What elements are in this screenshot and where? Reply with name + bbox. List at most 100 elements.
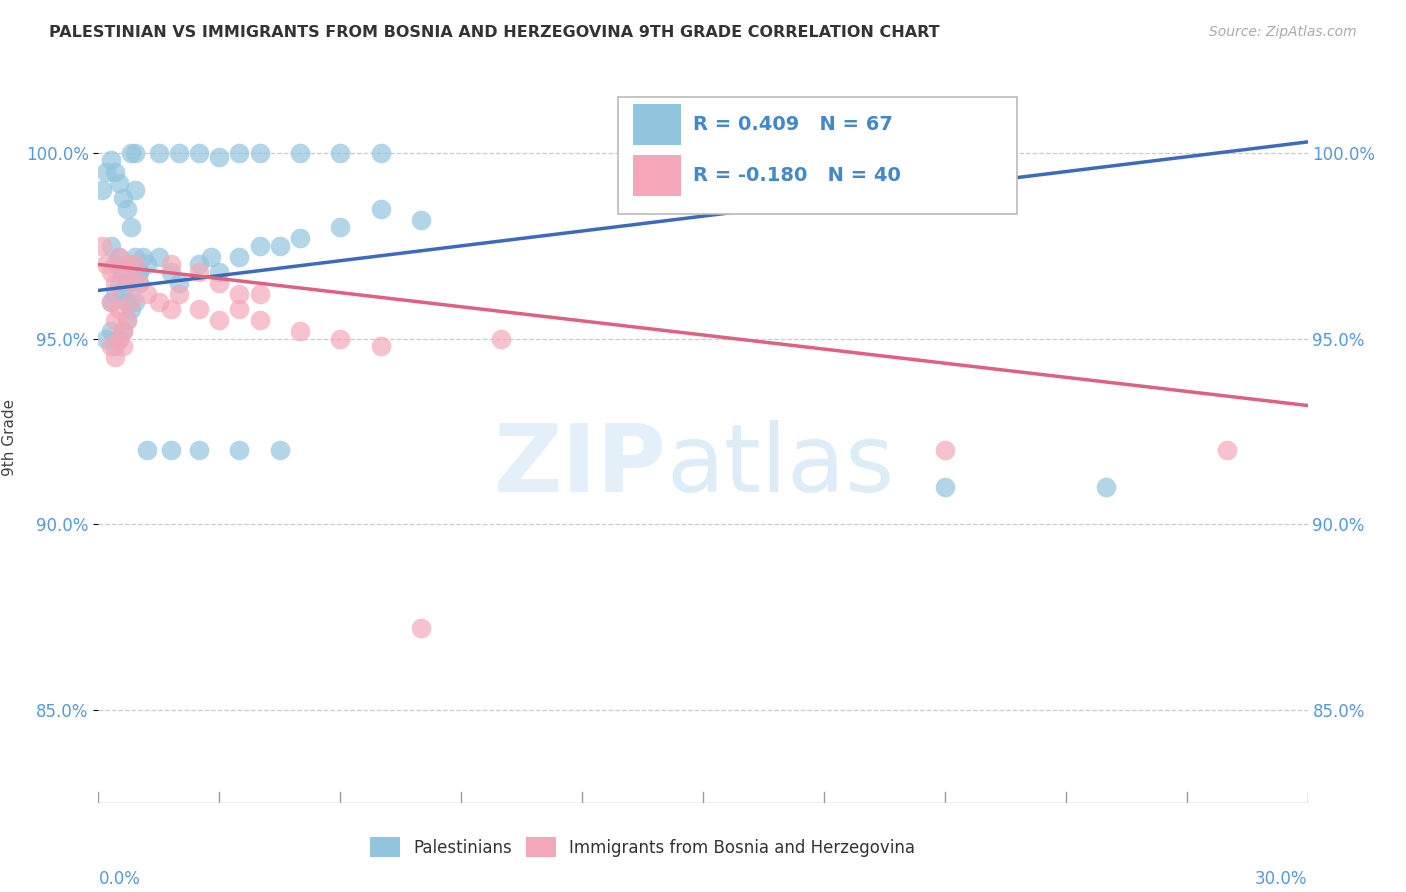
- Point: [120, 220, 142, 235]
- Point: [128, 276, 150, 290]
- Point: [228, 287, 250, 301]
- Point: [107, 176, 129, 190]
- Point: [329, 146, 352, 161]
- FancyBboxPatch shape: [633, 104, 682, 145]
- Point: [111, 324, 134, 338]
- Point: [934, 480, 956, 494]
- Point: [228, 146, 250, 161]
- Point: [120, 276, 142, 290]
- Point: [103, 351, 125, 365]
- Point: [111, 191, 134, 205]
- Text: atlas: atlas: [666, 420, 896, 512]
- Point: [107, 250, 129, 264]
- Point: [288, 231, 311, 245]
- Point: [91, 239, 114, 253]
- Point: [132, 250, 155, 264]
- Point: [208, 276, 231, 290]
- Point: [228, 301, 250, 316]
- Point: [128, 276, 150, 290]
- Point: [249, 239, 271, 253]
- Point: [120, 301, 142, 316]
- Point: [370, 202, 392, 216]
- Point: [160, 443, 183, 458]
- Point: [135, 257, 157, 271]
- Point: [288, 324, 311, 338]
- Legend: Palestinians, Immigrants from Bosnia and Herzegovina: Palestinians, Immigrants from Bosnia and…: [364, 830, 921, 864]
- Point: [370, 146, 392, 161]
- Point: [188, 265, 211, 279]
- Point: [111, 265, 134, 279]
- Text: R = 0.409   N = 67: R = 0.409 N = 67: [693, 115, 893, 135]
- Point: [167, 287, 190, 301]
- Point: [100, 324, 122, 338]
- Point: [107, 276, 129, 290]
- Point: [370, 339, 392, 353]
- Text: ZIP: ZIP: [494, 420, 666, 512]
- Point: [228, 250, 250, 264]
- Point: [120, 146, 142, 161]
- Point: [103, 276, 125, 290]
- Point: [329, 220, 352, 235]
- Point: [96, 164, 118, 178]
- Point: [329, 332, 352, 346]
- Point: [100, 294, 122, 309]
- FancyBboxPatch shape: [633, 155, 682, 195]
- Point: [103, 287, 125, 301]
- Point: [128, 265, 150, 279]
- Point: [188, 146, 211, 161]
- Point: [100, 265, 122, 279]
- Point: [111, 265, 134, 279]
- Point: [111, 339, 134, 353]
- Point: [208, 265, 231, 279]
- Point: [135, 443, 157, 458]
- Point: [103, 339, 125, 353]
- Point: [200, 250, 222, 264]
- Point: [107, 301, 129, 316]
- Text: 30.0%: 30.0%: [1256, 870, 1308, 888]
- Point: [107, 250, 129, 264]
- Point: [100, 294, 122, 309]
- Point: [96, 332, 118, 346]
- Point: [115, 202, 138, 216]
- Point: [91, 183, 114, 197]
- Point: [111, 284, 134, 298]
- Point: [208, 150, 231, 164]
- Point: [100, 339, 122, 353]
- Point: [1095, 480, 1118, 494]
- Point: [1216, 443, 1239, 458]
- Point: [100, 153, 122, 168]
- Point: [100, 239, 122, 253]
- Point: [128, 265, 150, 279]
- Point: [188, 443, 211, 458]
- Point: [491, 332, 513, 346]
- Text: PALESTINIAN VS IMMIGRANTS FROM BOSNIA AND HERZEGOVINA 9TH GRADE CORRELATION CHAR: PALESTINIAN VS IMMIGRANTS FROM BOSNIA AN…: [49, 25, 939, 40]
- Point: [269, 239, 291, 253]
- Y-axis label: 9th Grade: 9th Grade: [3, 399, 17, 475]
- Point: [103, 313, 125, 327]
- Point: [409, 212, 432, 227]
- Point: [124, 257, 146, 271]
- Point: [208, 313, 231, 327]
- Point: [120, 294, 142, 309]
- Point: [115, 313, 138, 327]
- Point: [115, 294, 138, 309]
- Point: [124, 250, 146, 264]
- Point: [409, 621, 432, 635]
- Point: [269, 443, 291, 458]
- Point: [167, 146, 190, 161]
- Point: [111, 324, 134, 338]
- Point: [103, 257, 125, 271]
- Point: [228, 443, 250, 458]
- Point: [115, 313, 138, 327]
- Point: [249, 313, 271, 327]
- Point: [124, 294, 146, 309]
- Point: [124, 146, 146, 161]
- Point: [160, 257, 183, 271]
- Point: [115, 257, 138, 271]
- Point: [115, 276, 138, 290]
- Point: [160, 265, 183, 279]
- Point: [160, 301, 183, 316]
- Point: [148, 146, 170, 161]
- Point: [167, 276, 190, 290]
- Text: Source: ZipAtlas.com: Source: ZipAtlas.com: [1209, 25, 1357, 39]
